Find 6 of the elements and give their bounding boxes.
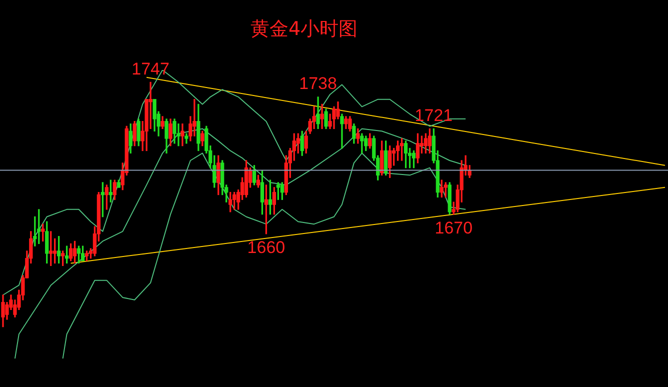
annotation: 1747 (132, 59, 170, 78)
annotation: 1738 (299, 74, 337, 94)
annotation: 1660 (247, 238, 286, 258)
chart-title: 黄金4小时图 (250, 18, 358, 40)
annotation: 1670 (434, 218, 473, 238)
annotation: 1721 (414, 106, 453, 125)
